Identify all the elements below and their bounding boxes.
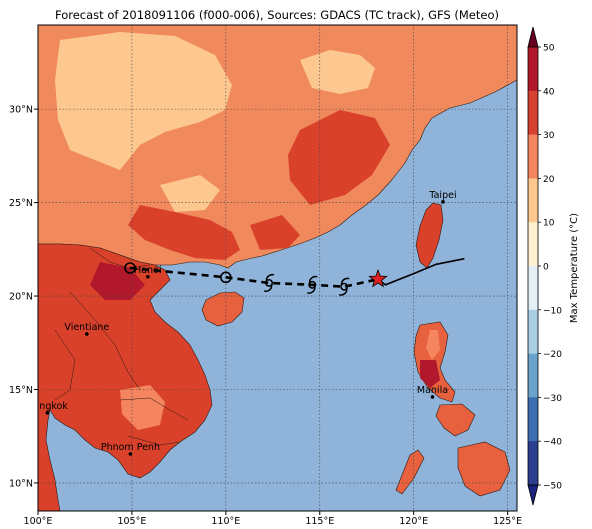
colorbar-tick-label: 40 <box>543 87 555 97</box>
country-borders <box>54 247 189 446</box>
colorbar-bin <box>528 222 538 267</box>
x-tick-label: 105°E <box>117 516 146 527</box>
city-dot <box>146 274 150 279</box>
colorbar-tick-label: −40 <box>543 438 562 448</box>
colorbar-tick-label: 20 <box>543 175 555 185</box>
x-tick-label: 100°E <box>24 516 53 527</box>
x-tick-label: 125°E <box>493 516 522 527</box>
temperature-zones <box>55 32 440 430</box>
colorbar-bin <box>528 90 538 135</box>
y-tick-label: 25°N <box>9 198 33 209</box>
storm-track <box>124 257 465 296</box>
x-tick-label: 110°E <box>211 516 240 527</box>
colorbar-tick-label: −30 <box>543 394 562 404</box>
city-dot <box>45 411 50 415</box>
colorbar: 50 40 30 20 10 0 −10 −20 −30 −40 −50 <box>527 26 562 506</box>
y-tick-label: 30°N <box>9 105 33 116</box>
past-track-line <box>377 257 465 286</box>
city-label: Manila <box>417 385 448 396</box>
y-tick-label: 15°N <box>9 385 33 396</box>
colorbar-extend-max <box>527 26 539 48</box>
grid-lines <box>38 25 517 511</box>
track-point-circle <box>220 271 232 284</box>
colorbar-tick-label: 30 <box>543 131 555 141</box>
map-area: Hanoi Vientiane Bangkok Phnom Penh Manila Tai… <box>27 25 517 511</box>
cyclone-symbol <box>307 275 318 294</box>
y-axis-ticks: 10°N 15°N 20°N 25°N 30°N <box>9 105 38 489</box>
x-axis-ticks: 100°E 105°E 110°E 115°E 120°E 125°E <box>24 511 522 527</box>
city-dot <box>441 200 445 204</box>
colorbar-bin <box>528 441 538 486</box>
city-dot <box>430 395 435 399</box>
city-label: Bangkok <box>27 401 68 412</box>
map-frame <box>37 24 518 512</box>
city-label: Phnom Penh <box>101 442 160 453</box>
city-markers: Hanoi Vientiane Bangkok Phnom Penh Manila Tai… <box>27 190 457 456</box>
colorbar-bin <box>528 178 538 223</box>
landmass-mindanao <box>457 441 511 497</box>
city-label: Hanoi <box>134 265 161 276</box>
colorbar-tick-label: −10 <box>543 306 562 316</box>
colorbar-tick-label: 50 <box>543 44 555 54</box>
x-tick-label: 120°E <box>399 516 428 527</box>
x-tick-label: 115°E <box>305 516 334 527</box>
forecast-track-line <box>129 266 379 289</box>
figure-title: Forecast of 2018091106 (f000-006), Sourc… <box>55 8 499 22</box>
colorbar-tick-label: −50 <box>543 482 562 492</box>
y-tick-label: 20°N <box>9 292 33 303</box>
city-dot <box>85 332 89 336</box>
colorbar-bin <box>528 397 538 442</box>
colorbar-tick-label: 10 <box>543 219 555 229</box>
track-markers <box>124 262 388 296</box>
colorbar-bin <box>528 309 538 354</box>
colorbar-extend-min <box>527 484 539 506</box>
track-point-circle <box>124 262 136 274</box>
current-position-star <box>368 269 388 288</box>
landmass-hainan <box>201 291 245 327</box>
city-dot <box>128 452 133 456</box>
landmass-visayas <box>435 403 476 437</box>
colorbar-bin <box>528 353 538 398</box>
colorbar-label: Max Temperature (°C) <box>569 213 580 323</box>
colorbar-tick-label: −20 <box>543 350 562 360</box>
cyclone-symbol <box>263 273 275 292</box>
city-label: Vientiane <box>64 322 109 333</box>
city-label: Taipei <box>428 190 456 201</box>
cyclone-symbol <box>338 277 350 296</box>
colorbar-bin <box>528 47 538 92</box>
colorbar-bin <box>528 266 538 311</box>
y-tick-label: 10°N <box>9 478 33 489</box>
colorbar-tick-label: 0 <box>543 263 549 273</box>
colorbar-bin <box>528 134 538 179</box>
